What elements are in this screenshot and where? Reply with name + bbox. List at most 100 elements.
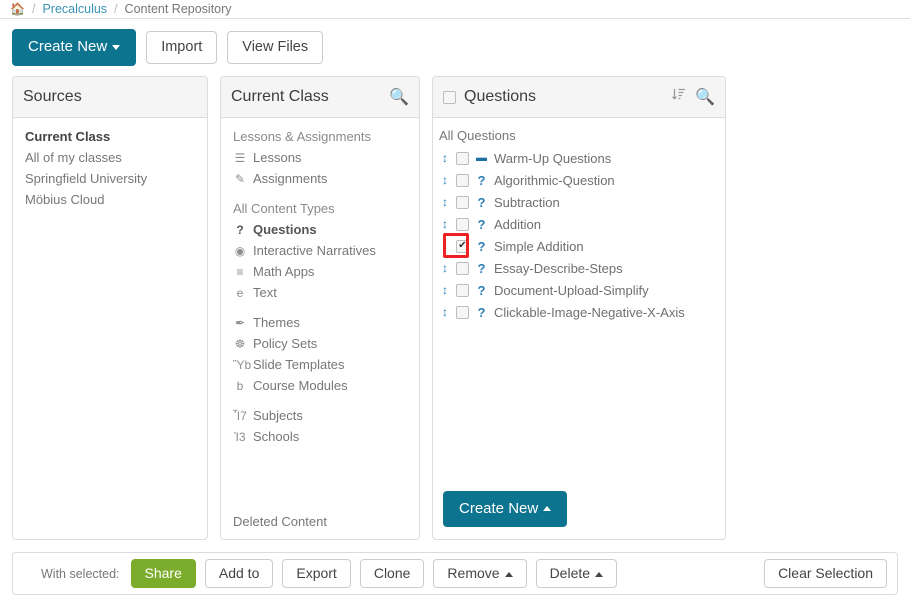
content-type-item[interactable]: ? Questions bbox=[221, 219, 419, 240]
question-row[interactable]: ↕? Simple Addition bbox=[433, 235, 725, 257]
delete-button[interactable]: Delete bbox=[536, 559, 617, 588]
sources-item[interactable]: Möbius Cloud bbox=[13, 189, 207, 210]
question-icon: ? bbox=[475, 239, 488, 254]
panel-container: Sources Current Class All of my classes Sp… bbox=[0, 76, 910, 540]
select-all-checkbox[interactable] bbox=[443, 91, 456, 104]
content-type-item[interactable]: ✎ Assignments bbox=[221, 168, 419, 189]
question-checkbox[interactable] bbox=[456, 284, 469, 297]
question-checkbox[interactable] bbox=[456, 262, 469, 275]
drag-handle-icon[interactable]: ↕ bbox=[442, 262, 450, 274]
sort-descending-icon[interactable] bbox=[671, 87, 687, 107]
bulk-action-bar: With selected: Share Add to Export Clone… bbox=[12, 552, 898, 595]
content-type-item[interactable]: ☰ Lessons bbox=[221, 147, 419, 168]
drag-handle-icon[interactable]: ↕ bbox=[442, 284, 450, 296]
clone-button[interactable]: Clone bbox=[360, 559, 425, 588]
content-type-label: Interactive Narratives bbox=[253, 243, 376, 258]
drag-handle-icon[interactable]: ↕ bbox=[442, 218, 450, 230]
question-checkbox[interactable] bbox=[456, 240, 469, 253]
content-type-item[interactable]: Ὓb Slide Templates bbox=[221, 354, 419, 375]
content-type-item[interactable]: ☸ Policy Sets bbox=[221, 333, 419, 354]
question-label: Addition bbox=[494, 217, 541, 232]
book-icon: ☰ bbox=[233, 151, 247, 165]
share-button[interactable]: Share bbox=[131, 559, 196, 588]
delete-label: Delete bbox=[550, 565, 590, 581]
questions-list: ↕ ▬ Warm-Up Questions ↕? Algorithmic-Questio… bbox=[433, 147, 725, 323]
remove-button[interactable]: Remove bbox=[433, 559, 526, 588]
all-questions-label: All Questions bbox=[433, 126, 725, 147]
questions-panel-header: Questions 🔍 bbox=[433, 77, 725, 118]
question-row[interactable]: ↕ ▬ Warm-Up Questions bbox=[433, 147, 725, 169]
create-new-button[interactable]: Create New bbox=[12, 29, 136, 66]
graduation-cap-icon: Ἱ3 bbox=[233, 430, 247, 444]
search-icon[interactable]: 🔍 bbox=[389, 87, 409, 107]
list-spacer bbox=[221, 189, 419, 198]
question-row[interactable]: ↕? Clickable-Image-Negative-X-Axis bbox=[433, 301, 725, 323]
drag-handle-icon[interactable]: ↕ bbox=[442, 174, 450, 186]
policy-icon: ☸ bbox=[233, 337, 247, 351]
questions-create-new-container: Create New bbox=[443, 491, 567, 528]
sources-panel: Sources Current Class All of my classes Sp… bbox=[12, 76, 208, 540]
question-label: Algorithmic-Question bbox=[494, 173, 615, 188]
questions-create-new-label: Create New bbox=[459, 500, 538, 517]
question-checkbox[interactable] bbox=[456, 152, 469, 165]
content-type-label: Policy Sets bbox=[253, 336, 317, 351]
content-type-item[interactable]: ὜e Text bbox=[221, 282, 419, 303]
brush-icon: ✒ bbox=[233, 316, 247, 330]
question-icon: ? bbox=[233, 223, 247, 237]
import-button[interactable]: Import bbox=[146, 31, 217, 65]
question-checkbox[interactable] bbox=[456, 306, 469, 319]
question-icon: ? bbox=[475, 217, 488, 232]
content-type-item[interactable]: ✒ Themes bbox=[221, 312, 419, 333]
drag-handle-icon[interactable]: ↕ bbox=[442, 240, 450, 252]
questions-create-new-button[interactable]: Create New bbox=[443, 491, 567, 528]
export-button[interactable]: Export bbox=[282, 559, 350, 588]
sources-item[interactable]: Springfield University bbox=[13, 168, 207, 189]
with-selected-label: With selected: bbox=[41, 567, 120, 581]
content-type-item[interactable]: ◉ Interactive Narratives bbox=[221, 240, 419, 261]
home-icon[interactable]: 🏠 bbox=[10, 3, 25, 15]
list-spacer bbox=[221, 396, 419, 405]
current-class-panel-header: Current Class 🔍 bbox=[221, 77, 419, 118]
question-label: Clickable-Image-Negative-X-Axis bbox=[494, 305, 685, 320]
content-type-item[interactable]: ≡ Math Apps bbox=[221, 261, 419, 282]
add-to-button[interactable]: Add to bbox=[205, 559, 273, 588]
question-icon: ? bbox=[475, 305, 488, 320]
document-icon: ὜e bbox=[233, 286, 247, 300]
question-row[interactable]: ↕? Essay-Describe-Steps bbox=[433, 257, 725, 279]
sources-item[interactable]: Current Class bbox=[13, 126, 207, 147]
drag-handle-icon[interactable]: ↕ bbox=[442, 152, 450, 164]
chevron-up-icon bbox=[543, 506, 551, 511]
deleted-content-link[interactable]: Deleted Content bbox=[233, 514, 327, 529]
list-spacer bbox=[221, 303, 419, 312]
question-row[interactable]: ↕? Subtraction bbox=[433, 191, 725, 213]
content-type-item[interactable]: Ἱ3 Schools bbox=[221, 426, 419, 447]
questions-panel: Questions 🔍 All Questions ↕ ▬ Warm-Up Ques… bbox=[432, 76, 726, 540]
clear-selection-button[interactable]: Clear Selection bbox=[764, 559, 887, 588]
breadcrumb-separator-2: / bbox=[114, 2, 117, 16]
sliders-icon: ≡ bbox=[233, 265, 247, 279]
sources-item[interactable]: All of my classes bbox=[13, 147, 207, 168]
breadcrumb-separator-1: / bbox=[32, 2, 35, 16]
question-label: Essay-Describe-Steps bbox=[494, 261, 623, 276]
drag-handle-icon[interactable]: ↕ bbox=[442, 306, 450, 318]
content-type-item[interactable]: ὜b Course Modules bbox=[221, 375, 419, 396]
breadcrumb-link-precalculus[interactable]: Precalculus bbox=[42, 2, 107, 16]
question-row[interactable]: ↕? Algorithmic-Question bbox=[433, 169, 725, 191]
current-class-panel: Current Class 🔍 Lessons & Assignments ☰ Le… bbox=[220, 76, 420, 540]
question-row[interactable]: ↕? Addition bbox=[433, 213, 725, 235]
question-checkbox[interactable] bbox=[456, 196, 469, 209]
search-icon[interactable]: 🔍 bbox=[695, 87, 715, 107]
pencil-icon: ✎ bbox=[233, 172, 247, 186]
content-type-label: Schools bbox=[253, 429, 299, 444]
content-type-label: Questions bbox=[253, 222, 317, 237]
question-checkbox[interactable] bbox=[456, 218, 469, 231]
question-label: Warm-Up Questions bbox=[494, 151, 611, 166]
view-files-button[interactable]: View Files bbox=[227, 31, 323, 65]
content-type-label: Course Modules bbox=[253, 378, 348, 393]
drag-handle-icon[interactable]: ↕ bbox=[442, 196, 450, 208]
chevron-up-icon bbox=[595, 572, 603, 577]
question-row[interactable]: ↕? Document-Upload-Simplify bbox=[433, 279, 725, 301]
question-checkbox[interactable] bbox=[456, 174, 469, 187]
content-type-item[interactable]: Ἷ7 Subjects bbox=[221, 405, 419, 426]
content-type-label: Themes bbox=[253, 315, 300, 330]
